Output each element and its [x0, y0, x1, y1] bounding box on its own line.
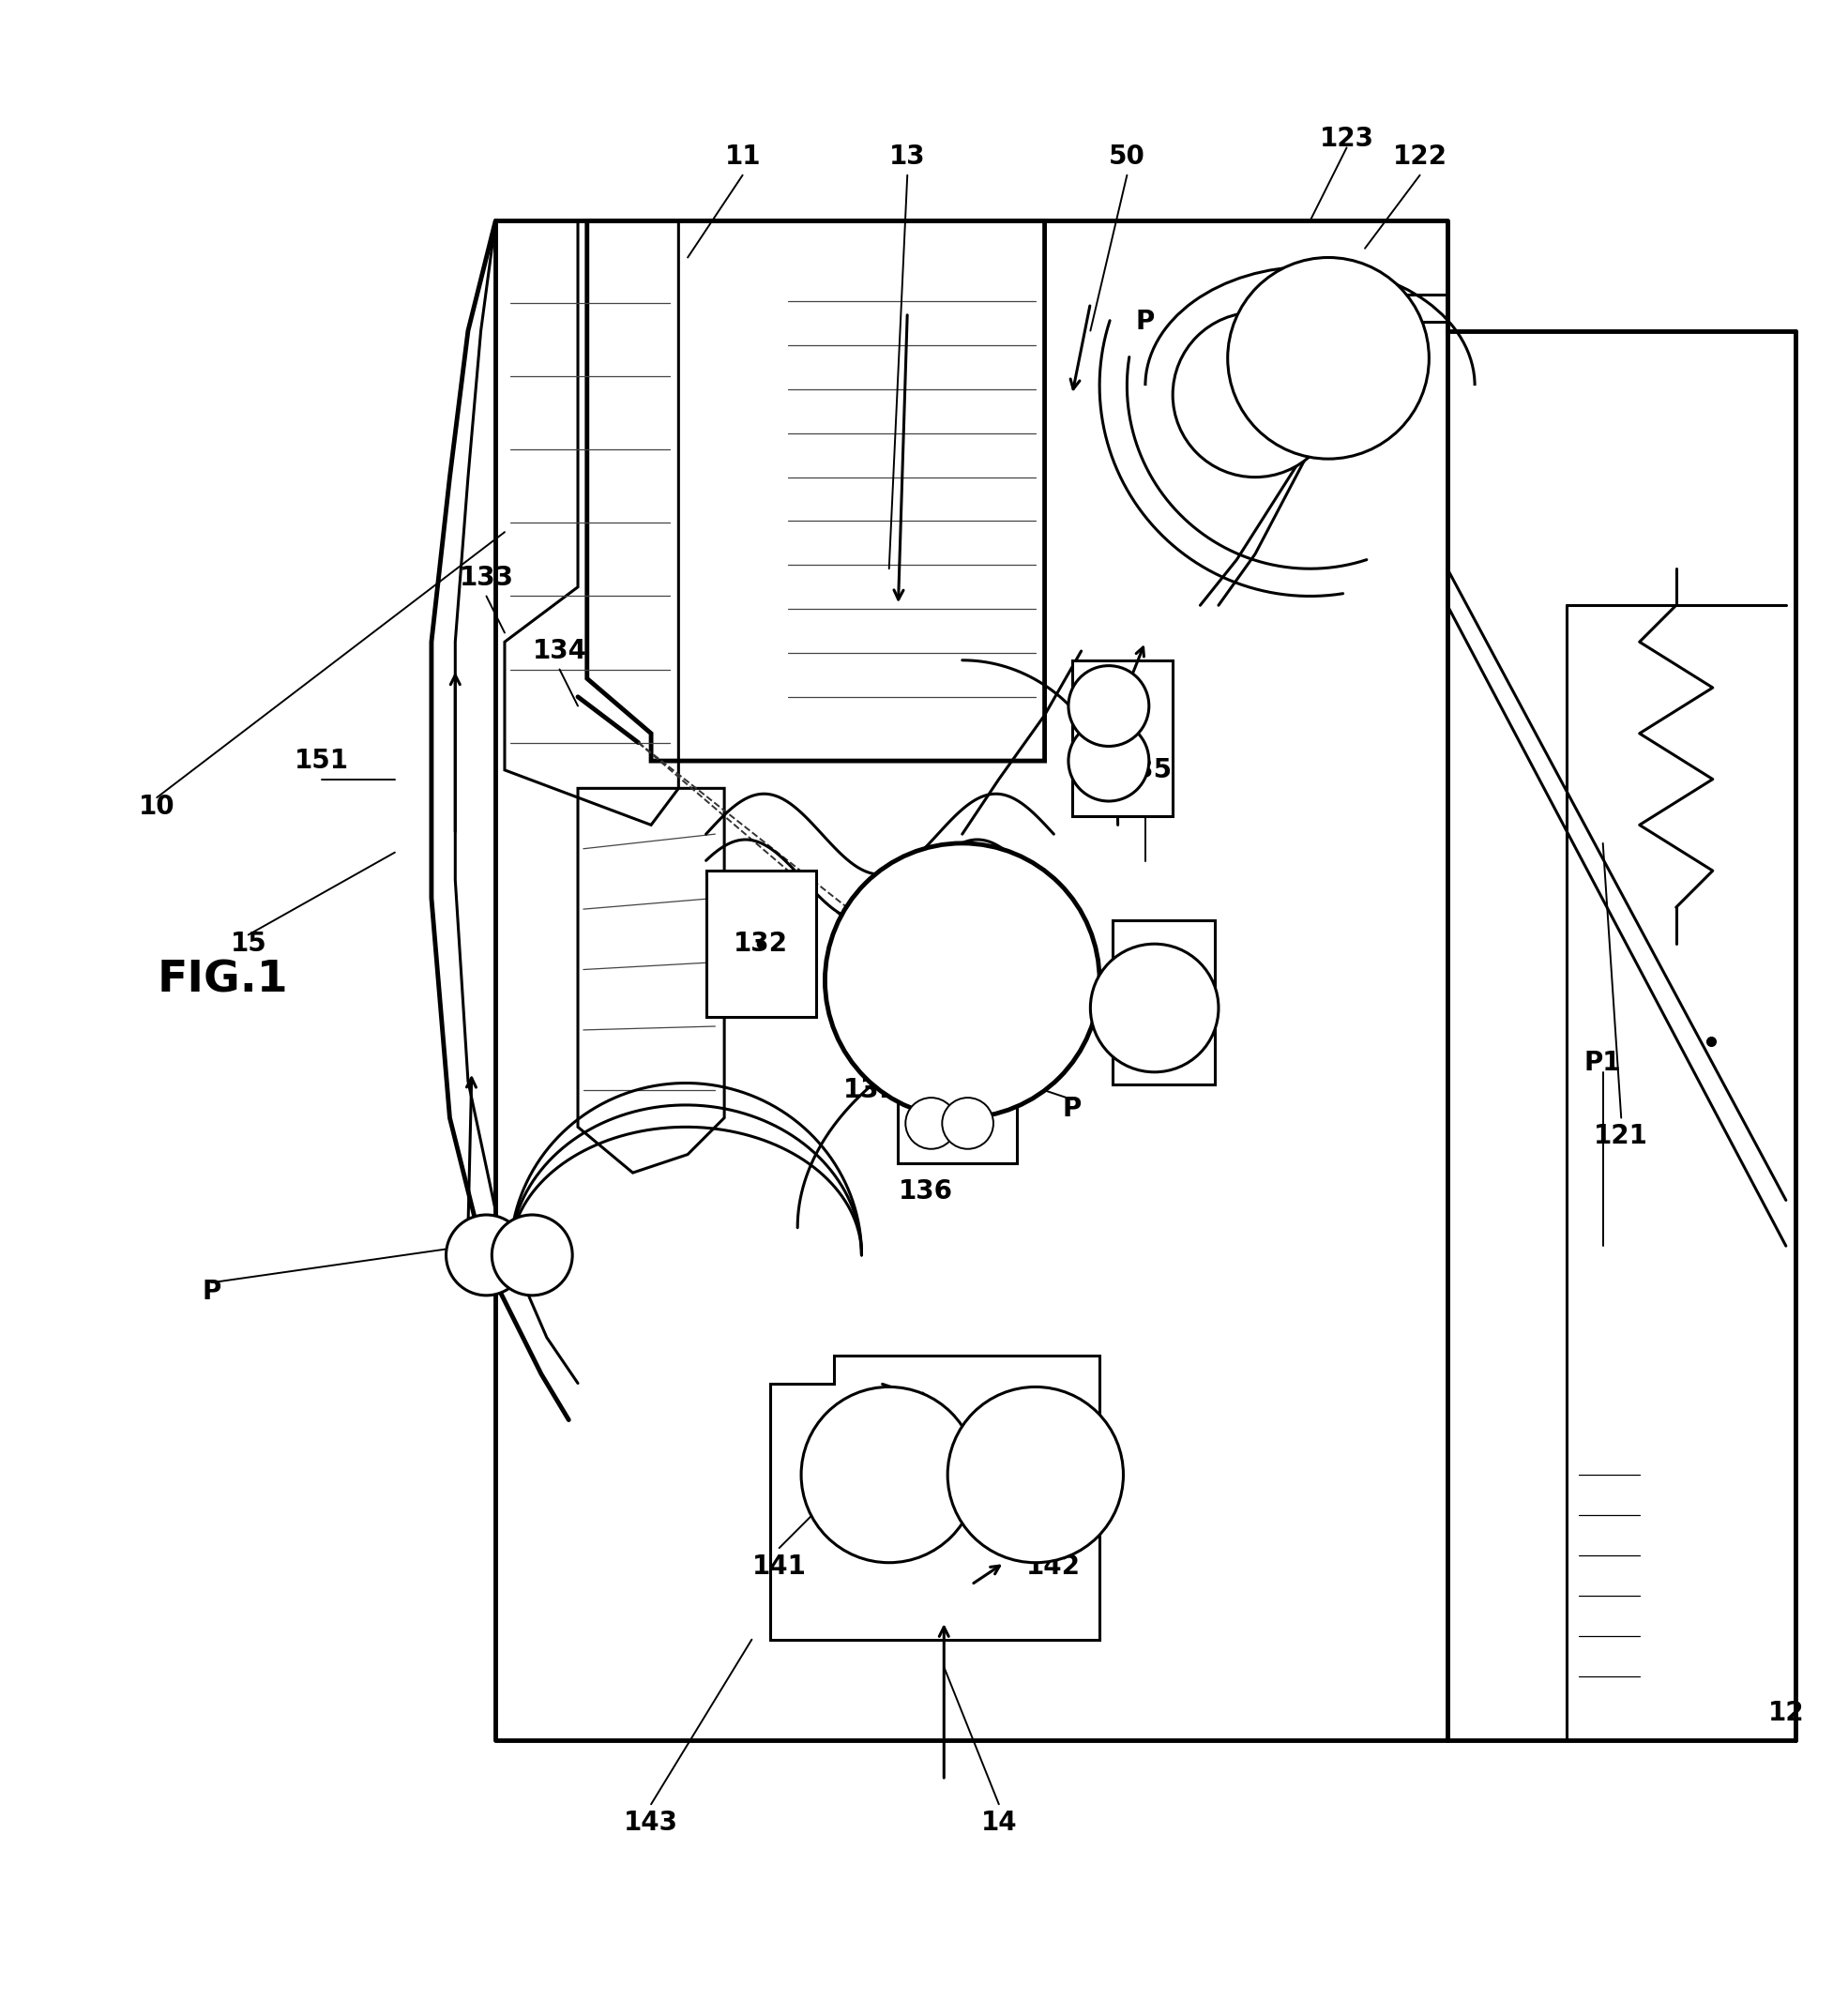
Text: 141: 141	[752, 1552, 807, 1579]
Text: P: P	[1136, 308, 1155, 335]
Circle shape	[948, 1387, 1124, 1562]
Text: P: P	[202, 1278, 222, 1304]
Text: 151: 151	[295, 748, 348, 774]
Text: 136: 136	[898, 1177, 953, 1204]
Text: P: P	[1063, 1095, 1081, 1121]
Text: 15: 15	[231, 931, 266, 958]
Text: 122: 122	[1393, 143, 1446, 169]
Circle shape	[1069, 720, 1149, 800]
Text: 133: 133	[458, 564, 513, 591]
Text: 10: 10	[139, 794, 174, 821]
Text: 131: 131	[843, 1077, 898, 1103]
Text: 142: 142	[1026, 1552, 1081, 1579]
Circle shape	[445, 1216, 526, 1296]
Text: 121: 121	[1595, 1123, 1648, 1149]
Text: 12: 12	[1767, 1699, 1804, 1726]
Circle shape	[825, 843, 1100, 1117]
Circle shape	[1069, 665, 1149, 746]
Circle shape	[942, 1097, 993, 1149]
Text: 132: 132	[733, 931, 788, 958]
Text: 134: 134	[532, 637, 587, 663]
Text: P1: P1	[1584, 1050, 1622, 1077]
Text: 50: 50	[1109, 143, 1146, 169]
Circle shape	[1173, 312, 1338, 478]
FancyBboxPatch shape	[1113, 919, 1215, 1085]
FancyBboxPatch shape	[1072, 659, 1173, 816]
Circle shape	[906, 1097, 957, 1149]
FancyBboxPatch shape	[898, 1073, 1017, 1163]
Text: 13: 13	[889, 143, 926, 169]
Text: 14: 14	[981, 1810, 1017, 1837]
Text: FIG.1: FIG.1	[158, 960, 288, 1002]
Circle shape	[1228, 258, 1430, 460]
Circle shape	[801, 1387, 977, 1562]
Text: 135: 135	[1118, 756, 1173, 782]
Text: 123: 123	[1320, 125, 1375, 151]
Text: 143: 143	[623, 1810, 678, 1837]
Text: 11: 11	[724, 143, 761, 169]
Polygon shape	[706, 871, 816, 1018]
Circle shape	[491, 1216, 572, 1296]
Circle shape	[1091, 943, 1219, 1073]
